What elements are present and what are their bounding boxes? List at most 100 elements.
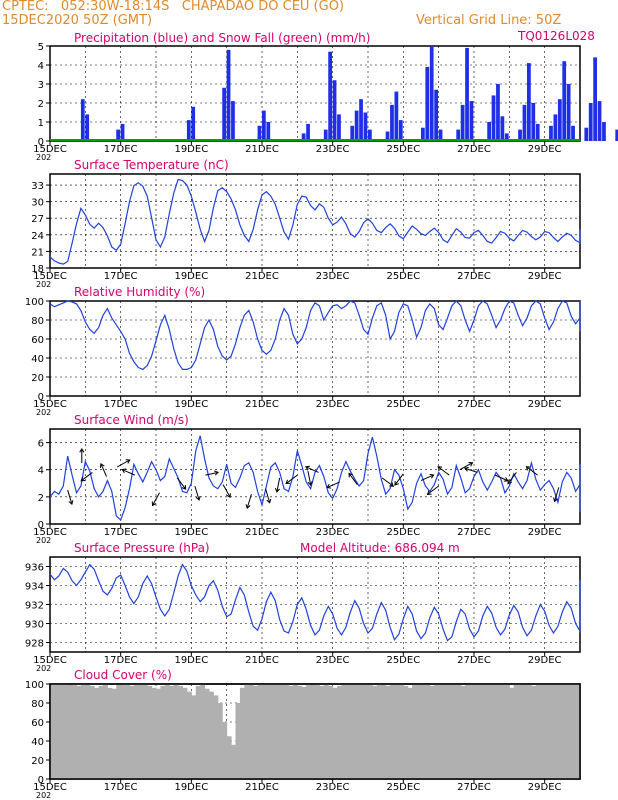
cloud-bar	[275, 684, 281, 779]
cloud-bar	[394, 684, 400, 779]
wind-vector	[427, 485, 439, 495]
panel-title: Surface Temperature (nC)	[74, 158, 229, 172]
x-tick-label: 27DEC	[457, 782, 491, 793]
cloud-bar	[209, 691, 214, 779]
precip-bar	[491, 95, 496, 141]
cloud-bar	[266, 684, 272, 779]
cloud-bar	[200, 684, 206, 779]
panel-frame	[49, 428, 581, 525]
x-tick-label: 19DEC	[174, 144, 208, 155]
y-tick-label: 2	[38, 99, 44, 110]
cloud-bar	[323, 684, 329, 779]
cloud-bar	[319, 685, 325, 779]
cloud-bar	[328, 685, 334, 779]
cloud-bar	[491, 684, 497, 779]
year-stub: 202	[36, 408, 51, 417]
cloud-bar	[350, 684, 356, 779]
wind-arrowhead	[326, 483, 332, 489]
wind-vector	[394, 473, 404, 486]
precip-bar	[390, 104, 394, 141]
x-tick-label: 17DEC	[104, 782, 138, 793]
y-tick-label: 6	[38, 439, 44, 450]
cloud-bar	[120, 684, 126, 779]
wind-vector	[326, 481, 340, 488]
wind-arrowhead	[266, 498, 272, 504]
precip-bar	[337, 114, 341, 141]
temperature-line	[49, 178, 581, 265]
y-tick-label: 934	[25, 582, 44, 593]
wind-vector	[100, 463, 107, 477]
cloud-bar	[279, 684, 285, 779]
cloud-bar	[257, 684, 263, 779]
year-stub: 202	[36, 153, 51, 162]
precip-bar	[359, 99, 363, 141]
cloud-bar	[58, 684, 64, 779]
precip-bar	[571, 125, 575, 141]
y-tick-label: 60	[31, 718, 44, 729]
wind-arrowhead	[80, 476, 86, 482]
panel-frame	[49, 300, 581, 397]
wind-arrowhead	[181, 485, 187, 490]
cloud-bar	[54, 684, 60, 779]
x-tick-label: 23DEC	[316, 655, 350, 666]
cloud-bar	[549, 684, 554, 779]
precip-bar	[535, 123, 540, 141]
x-tick-label: 21DEC	[245, 655, 279, 666]
cloud-bar	[412, 684, 418, 779]
y-tick-label: 928	[25, 639, 44, 650]
x-tick-label: 27DEC	[457, 144, 491, 155]
precip-bar	[323, 129, 328, 141]
x-tick-label: 23DEC	[316, 527, 350, 538]
y-tick-label: 21	[31, 247, 44, 258]
cloud-bar	[244, 684, 250, 779]
wind-arrowhead	[195, 495, 201, 501]
cloud-bar	[262, 684, 267, 779]
wind-arrowhead	[305, 465, 310, 471]
precip-bar	[328, 51, 333, 142]
cloud-bar	[540, 684, 546, 779]
precip-bar	[332, 80, 337, 141]
precip-bar	[226, 49, 231, 141]
precip-bar	[222, 87, 227, 141]
cloud-bar	[376, 684, 382, 779]
wind-vector	[285, 474, 298, 484]
x-tick-label: 23DEC	[316, 271, 350, 282]
cloud-bar	[425, 684, 431, 779]
wind-vector	[176, 477, 187, 490]
cloud-bar	[142, 684, 148, 779]
x-tick-label: 15DEC	[33, 144, 67, 155]
cloud-bar	[527, 684, 532, 779]
cloud-bar	[50, 684, 55, 779]
year-stub: 202	[36, 536, 51, 545]
cloud-bar	[156, 688, 161, 779]
cloud-bar	[571, 684, 577, 779]
precip-bar	[434, 89, 439, 141]
cloud-bar	[434, 684, 440, 779]
x-tick-label: 17DEC	[104, 655, 138, 666]
x-tick-label: 15DEC	[33, 655, 67, 666]
wind-vector	[276, 477, 281, 492]
cloud-bar	[204, 688, 210, 779]
cloud-bar	[173, 684, 179, 779]
cloud-bar	[460, 685, 466, 779]
cloud-bar	[416, 684, 422, 779]
precip-bar	[593, 57, 598, 141]
x-tick-label: 25DEC	[386, 271, 420, 282]
y-tick-label: 20	[31, 373, 44, 384]
panel-title: Cloud Cover (%)	[74, 668, 172, 682]
cloud-bar	[398, 684, 404, 779]
precip-bar	[350, 125, 355, 141]
y-tick-label: 0	[38, 775, 44, 786]
wind-vector	[307, 470, 312, 486]
precip-bar	[85, 114, 90, 141]
wind-vector	[507, 472, 517, 484]
precip-bar	[385, 131, 390, 141]
cloud-bar	[372, 685, 378, 779]
y-tick-label: 40	[31, 737, 44, 748]
cloud-bar	[195, 685, 201, 779]
precip-bar	[522, 104, 527, 141]
x-tick-label: 15DEC	[33, 527, 67, 538]
x-tick-label: 17DEC	[104, 399, 138, 410]
cloud-bar	[67, 684, 73, 779]
precip-bar	[531, 103, 536, 141]
